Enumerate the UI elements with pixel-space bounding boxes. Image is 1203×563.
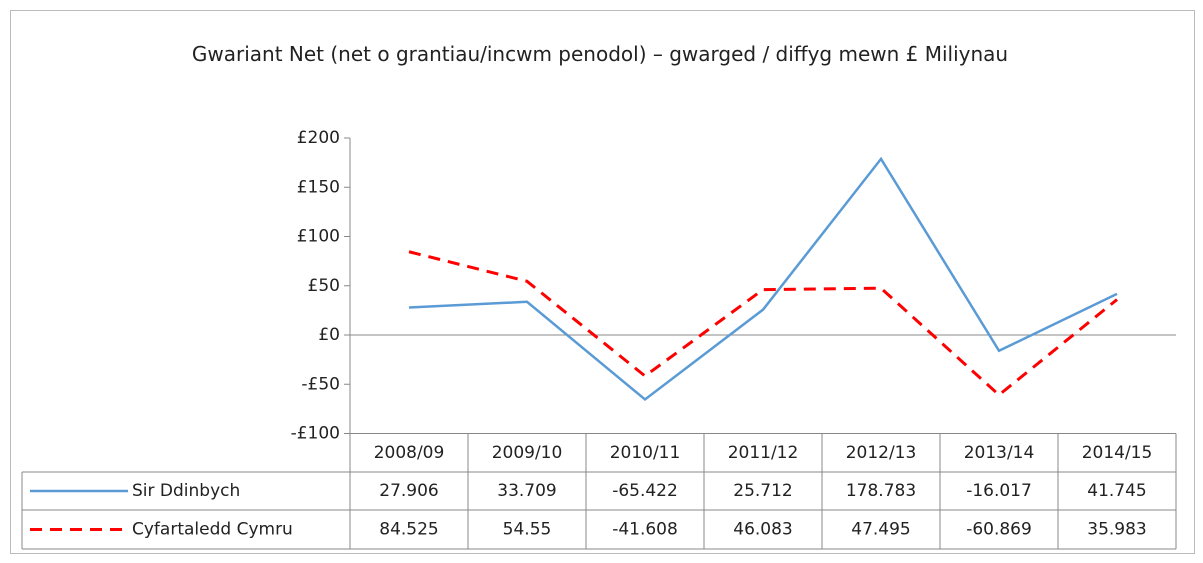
x-tick-label: 2008/09 <box>374 443 445 463</box>
y-tick-label: -£100 <box>291 424 340 444</box>
x-tick-label: 2010/11 <box>610 443 681 463</box>
table-value: -65.422 <box>612 481 678 501</box>
y-tick-label: -£50 <box>301 374 340 394</box>
y-tick-label: £0 <box>318 325 340 345</box>
table-value: 41.745 <box>1087 481 1146 501</box>
table-value: 54.55 <box>503 520 552 540</box>
table-value: 25.712 <box>733 481 792 501</box>
x-tick-label: 2012/13 <box>846 443 917 463</box>
legend-label: Cyfartaledd Cymru <box>132 520 293 540</box>
table-value: 47.495 <box>851 520 910 540</box>
table-value: 35.983 <box>1087 520 1146 540</box>
y-tick-label: £100 <box>297 227 340 247</box>
chart-title: Gwariant Net (net o grantiau/incwm penod… <box>191 42 1009 66</box>
y-tick-label: £200 <box>297 128 340 148</box>
x-tick-label: 2009/10 <box>492 443 563 463</box>
x-tick-label: 2013/14 <box>964 443 1035 463</box>
y-tick-label: £150 <box>297 177 340 197</box>
x-tick-label: 2014/15 <box>1082 443 1153 463</box>
table-value: -16.017 <box>966 481 1032 501</box>
table-value: -41.608 <box>612 520 678 540</box>
legend-label: Sir Ddinbych <box>132 481 240 501</box>
table-value: 46.083 <box>733 520 792 540</box>
table-value: 33.709 <box>497 481 556 501</box>
table-value: 178.783 <box>846 481 916 501</box>
table-value: 84.525 <box>379 520 438 540</box>
y-tick-label: £50 <box>308 276 340 296</box>
series-line <box>408 250 1118 397</box>
table-value: -60.869 <box>966 520 1032 540</box>
chart-border <box>10 10 1195 554</box>
series-line <box>408 156 1118 402</box>
x-tick-label: 2011/12 <box>728 443 799 463</box>
table-value: 27.906 <box>379 481 438 501</box>
